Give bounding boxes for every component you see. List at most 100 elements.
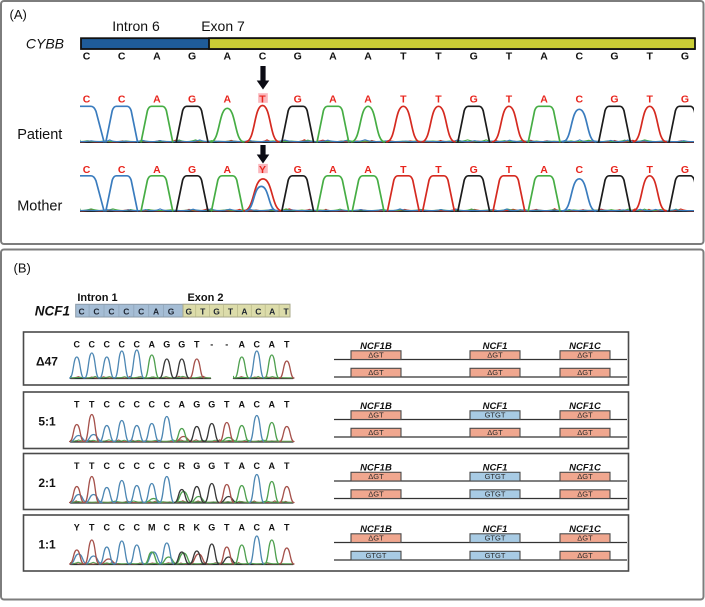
svg-text:G: G [188,164,196,176]
svg-text:T: T [646,93,653,105]
svg-text:C: C [104,461,111,471]
svg-text:A: A [153,51,161,63]
svg-text:A: A [364,93,372,105]
svg-text:T: T [74,399,80,409]
svg-text:T: T [89,399,95,409]
svg-text:C: C [134,461,141,471]
svg-text:GTGT: GTGT [485,534,506,543]
svg-text:NCF1B: NCF1B [360,524,392,535]
svg-text:T: T [400,51,407,63]
svg-text:-: - [210,339,213,349]
svg-text:ΔGT: ΔGT [368,411,384,420]
svg-text:C: C [104,522,111,532]
svg-text:C: C [123,306,129,316]
svg-text:A: A [153,306,159,316]
svg-text:C: C [83,51,91,63]
svg-text:NCF1C: NCF1C [569,463,601,474]
svg-text:C: C [576,164,584,176]
svg-text:C: C [254,522,261,532]
svg-text:A: A [540,93,548,105]
svg-text:Intron 6: Intron 6 [112,18,160,34]
svg-text:G: G [681,51,689,63]
svg-text:(B): (B) [14,260,31,275]
svg-text:ΔGT: ΔGT [577,472,593,481]
svg-text:G: G [610,164,618,176]
svg-text:C: C [104,339,111,349]
svg-text:R: R [179,522,186,532]
svg-text:T: T [506,93,513,105]
svg-text:ΔGT: ΔGT [368,428,384,437]
svg-text:T: T [400,164,407,176]
svg-text:G: G [178,339,185,349]
svg-text:NCF1C: NCF1C [569,524,601,535]
svg-text:G: G [193,399,200,409]
svg-text:GTGT: GTGT [485,551,506,560]
svg-text:G: G [610,51,618,63]
svg-text:G: G [470,164,478,176]
svg-text:C: C [83,93,91,105]
svg-text:T: T [646,51,653,63]
svg-text:A: A [540,164,548,176]
svg-text:ΔGT: ΔGT [577,490,593,499]
svg-text:T: T [283,306,289,316]
svg-text:Intron 1: Intron 1 [77,292,117,304]
svg-text:G: G [610,93,618,105]
svg-text:T: T [284,461,290,471]
svg-text:ΔGT: ΔGT [577,368,593,377]
svg-text:NCF1B: NCF1B [360,401,392,412]
svg-text:C: C [119,339,126,349]
svg-text:ΔGT: ΔGT [368,534,384,543]
svg-text:C: C [83,164,91,176]
svg-text:C: C [254,461,261,471]
svg-text:C: C [134,522,141,532]
svg-text:G: G [294,51,302,63]
svg-text:A: A [153,93,161,105]
svg-text:C: C [89,339,96,349]
svg-text:C: C [119,522,126,532]
svg-text:A: A [269,522,276,532]
svg-text:C: C [164,399,171,409]
svg-text:ΔGT: ΔGT [577,411,593,420]
svg-text:G: G [163,339,170,349]
svg-text:M: M [148,522,156,532]
svg-text:ΔGT: ΔGT [577,534,593,543]
svg-text:C: C [119,461,126,471]
svg-text:C: C [254,339,261,349]
svg-text:Patient: Patient [17,127,62,143]
svg-text:A: A [239,399,246,409]
svg-text:A: A [364,164,372,176]
svg-text:T: T [284,399,290,409]
svg-text:A: A [269,461,276,471]
svg-text:NCF1: NCF1 [483,341,508,352]
svg-text:2:1: 2:1 [38,476,56,490]
svg-text:T: T [284,522,290,532]
svg-text:C: C [119,399,126,409]
svg-text:G: G [193,461,200,471]
svg-text:G: G [294,164,302,176]
svg-text:C: C [149,461,156,471]
svg-text:A: A [239,461,246,471]
svg-text:Exon 7: Exon 7 [201,18,245,34]
svg-text:C: C [259,51,267,63]
svg-text:T: T [200,306,206,316]
svg-text:Y: Y [74,522,80,532]
svg-text:ΔGT: ΔGT [487,351,503,360]
svg-text:ΔGT: ΔGT [368,472,384,481]
svg-text:G: G [188,93,196,105]
svg-text:NCF1C: NCF1C [569,341,601,352]
svg-text:NCF1: NCF1 [483,401,508,412]
svg-text:GTGT: GTGT [366,551,387,560]
svg-text:C: C [79,306,85,316]
svg-text:Y: Y [259,164,266,176]
svg-text:C: C [108,306,114,316]
svg-text:A: A [329,93,337,105]
svg-text:A: A [241,306,247,316]
svg-text:NCF1: NCF1 [483,524,508,535]
svg-text:Exon 2: Exon 2 [187,292,223,304]
svg-text:ΔGT: ΔGT [487,428,503,437]
svg-text:A: A [224,51,232,63]
svg-text:A: A [224,164,232,176]
svg-text:T: T [224,522,230,532]
svg-text:A: A [179,399,186,409]
svg-text:G: G [294,93,302,105]
